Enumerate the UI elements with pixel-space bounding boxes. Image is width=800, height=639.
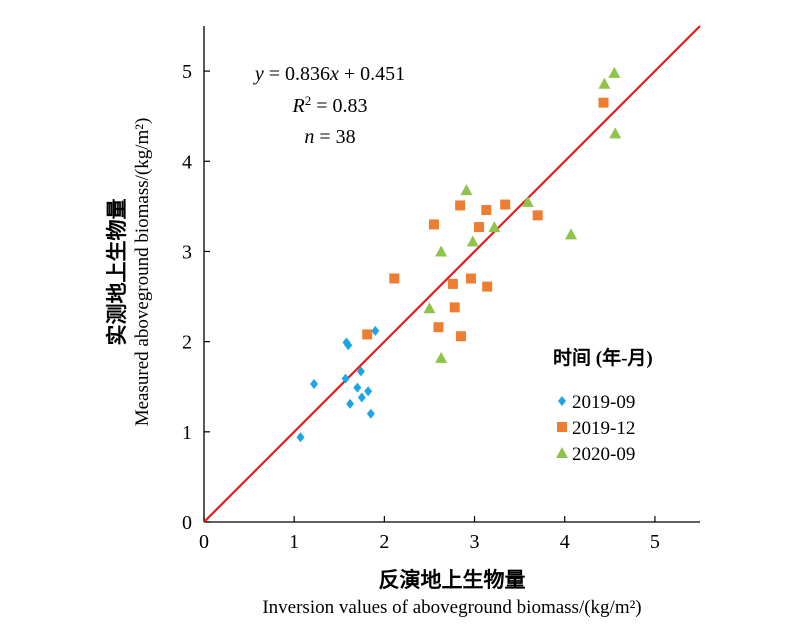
data-point-2019-12 (449, 302, 460, 313)
data-point-2020-09 (488, 221, 501, 233)
data-point-2020-09 (466, 235, 479, 247)
x-axis-title-cn: 反演地上生物量 (379, 568, 526, 592)
data-point-2019-12 (598, 97, 609, 108)
y-tick-label: 4 (182, 151, 192, 173)
y-tick-label: 5 (182, 61, 192, 83)
x-tick-label: 2 (379, 531, 389, 553)
legend-label-2019-09: 2019-09 (572, 392, 635, 413)
data-point-2019-09 (310, 379, 319, 390)
data-point-2019-12 (465, 273, 476, 284)
y-axis-title-en: Measured aboveground biomass/(kg/m²) (132, 118, 153, 427)
data-point-2019-12 (455, 200, 466, 211)
legend-items: 2019-09 2019-12 2020-09 (556, 392, 635, 465)
data-point-2019-09 (357, 392, 366, 403)
fit-line (203, 25, 701, 523)
equation-label: y = 0.836x + 0.451 (253, 63, 405, 85)
data-point-2019-09 (366, 408, 375, 419)
data-point-2019-09 (296, 432, 305, 443)
data-point-2019-12 (456, 331, 467, 342)
data-point-2019-12 (481, 204, 492, 215)
data-point-2019-09 (356, 366, 365, 377)
data-point-2019-12 (482, 281, 493, 292)
data-point-2019-09 (344, 340, 353, 351)
x-tick-label: 0 (199, 531, 209, 553)
data-point-2019-12 (389, 273, 400, 284)
data-point-2019-12 (474, 222, 485, 233)
y-axis-title-cn: 实测地上生物量 (105, 199, 129, 346)
x-tick-label: 3 (470, 531, 480, 553)
legend-marker-2019-09 (558, 396, 566, 406)
plot-area: 0 1 2 3 4 5 0 1 2 3 4 5 (182, 25, 701, 553)
legend-label-2020-09: 2020-09 (572, 444, 635, 465)
y-tick-label: 2 (182, 332, 192, 354)
legend-title: 时间 (年-月) (553, 346, 653, 369)
data-point-2020-09 (609, 127, 622, 139)
x-tick-label: 4 (560, 531, 570, 553)
data-point-2019-12 (500, 199, 511, 210)
data-point-2020-09 (521, 195, 534, 207)
data-point-2019-09 (364, 386, 373, 397)
data-point-2019-09 (371, 325, 380, 336)
sample-count-label: n = 38 (304, 126, 355, 148)
axis-ticks: 0 1 2 3 4 5 0 1 2 3 4 5 (182, 61, 660, 553)
data-point-2019-09 (353, 382, 362, 393)
data-points (296, 66, 622, 443)
data-point-2020-09 (460, 184, 473, 196)
data-point-2019-09 (346, 398, 355, 409)
data-point-2019-12 (362, 329, 373, 340)
x-axis-title-en: Inversion values of aboveground biomass/… (262, 597, 641, 618)
data-point-2019-12 (433, 322, 444, 333)
y-tick-label: 3 (182, 241, 192, 263)
data-point-2020-09 (565, 228, 578, 240)
data-point-2020-09 (608, 66, 621, 78)
legend-marker-2019-12 (557, 422, 567, 432)
y-tick-label: 0 (182, 512, 192, 534)
x-tick-label: 5 (650, 531, 660, 553)
data-point-2019-12 (532, 210, 543, 221)
data-point-2020-09 (423, 302, 436, 314)
legend: 时间 (年-月) 2019-09 2019-12 2020-09 (553, 346, 653, 465)
legend-marker-2020-09 (556, 447, 568, 458)
legend-label-2019-12: 2019-12 (572, 418, 635, 439)
data-point-2020-09 (435, 245, 448, 257)
data-point-2019-09 (341, 373, 350, 384)
data-point-2019-12 (447, 278, 458, 289)
r-squared-label: R2 = 0.83 (292, 93, 368, 118)
x-tick-label: 1 (289, 531, 299, 553)
regression-annotation: y = 0.836x + 0.451 R2 = 0.83 n = 38 (253, 63, 405, 148)
y-tick-label: 1 (182, 422, 192, 444)
data-point-2019-12 (428, 219, 439, 230)
data-point-2020-09 (598, 77, 611, 89)
data-point-2020-09 (435, 351, 448, 363)
